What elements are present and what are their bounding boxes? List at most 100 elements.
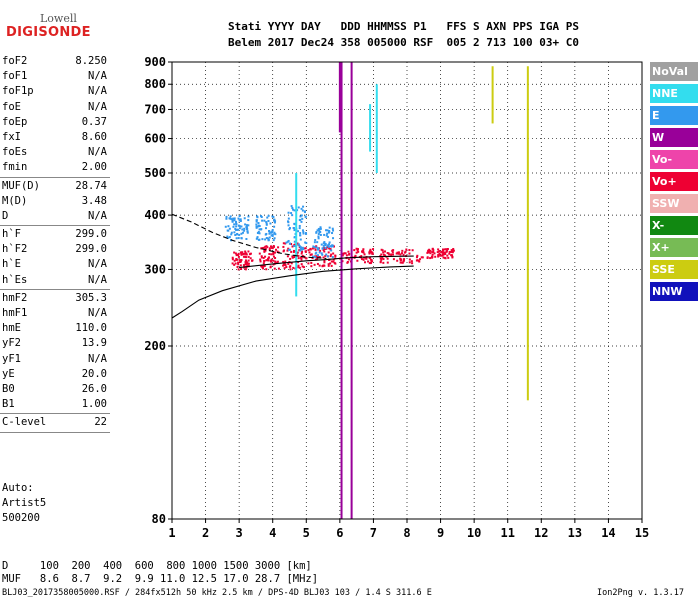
echo-point: [303, 211, 306, 214]
echo-point: [326, 255, 329, 258]
echo-point: [237, 252, 240, 255]
echo-point: [264, 227, 267, 230]
chart-grid: [171, 61, 643, 520]
echo-point: [310, 265, 313, 268]
echo-point: [307, 262, 310, 265]
echo-point: [344, 252, 347, 255]
echo-point: [436, 251, 439, 254]
echo-point: [298, 224, 301, 227]
echo-point: [231, 220, 234, 223]
echo-point: [432, 249, 435, 252]
echo-point: [443, 251, 446, 254]
echo-point: [271, 230, 274, 233]
header-columns: Stati YYYY DAY DDD HHMMSS P1 FFS S AXN P…: [228, 20, 579, 33]
echo-point: [319, 233, 322, 236]
echo-point: [245, 227, 248, 230]
echo-point: [316, 262, 319, 265]
echo-point: [258, 252, 261, 255]
param-value: N/A: [88, 258, 107, 271]
echo-point: [397, 251, 400, 254]
echo-point: [235, 225, 238, 228]
y-tick-label: 400: [144, 208, 166, 222]
param-name: hmF2: [2, 291, 28, 304]
auto-code: 500200: [2, 512, 40, 524]
echo-point: [324, 247, 327, 250]
y-tick-label: 700: [144, 102, 166, 116]
echo-point: [241, 231, 244, 234]
echo-point: [302, 248, 305, 251]
param-row: M(D) 3.48: [0, 194, 110, 209]
echo-point: [225, 217, 228, 220]
echo-point: [239, 218, 242, 221]
echo-point: [298, 218, 301, 221]
echo-point: [332, 260, 335, 263]
param-row: B0 26.0: [0, 382, 110, 397]
echo-point: [230, 233, 233, 236]
echo-point: [357, 250, 360, 253]
param-row: B1 1.00: [0, 397, 110, 412]
echo-point: [439, 254, 442, 257]
echo-point: [318, 251, 321, 254]
echo-point: [431, 253, 434, 256]
y-tick-label: 500: [144, 166, 166, 180]
echo-point: [256, 225, 259, 228]
x-tick-label: 5: [303, 526, 310, 540]
echo-point: [241, 251, 244, 254]
echo-point: [323, 233, 326, 236]
echo-point: [282, 242, 285, 245]
param-name: foF1p: [2, 85, 34, 98]
echo-point: [244, 223, 247, 226]
legend-item: Vo+: [650, 172, 698, 191]
param-value: 110.0: [75, 322, 107, 335]
echo-point: [233, 263, 236, 266]
echo-point: [245, 226, 248, 229]
echo-point: [297, 206, 300, 209]
param-row: fmin 2.00: [0, 160, 110, 175]
param-value: 1.00: [81, 398, 107, 411]
param-value: 299.0: [75, 243, 107, 256]
param-name: fxI: [2, 130, 21, 143]
echo-point: [261, 219, 264, 222]
echo-point: [238, 233, 241, 236]
echo-point: [321, 247, 324, 250]
echo-point: [328, 241, 331, 244]
echo-point: [239, 260, 242, 263]
echo-point: [328, 229, 331, 232]
echo-point: [274, 257, 277, 260]
echo-point: [429, 257, 432, 260]
echo-point: [282, 260, 285, 263]
echo-point: [304, 241, 307, 244]
echo-point: [327, 264, 330, 267]
echo-point: [288, 265, 291, 268]
param-name: B1: [2, 398, 15, 411]
param-name: h`Es: [2, 273, 28, 286]
echo-point: [267, 238, 270, 241]
echo-point: [287, 247, 290, 250]
echo-point: [323, 250, 326, 253]
echo-point: [443, 248, 446, 251]
echo-point: [287, 248, 290, 251]
echo-point: [283, 263, 286, 266]
echo-point: [276, 250, 279, 253]
echo-point: [434, 255, 437, 258]
echo-point: [319, 249, 322, 252]
echo-point: [308, 251, 311, 254]
echo-point: [304, 250, 307, 253]
echo-point: [268, 230, 271, 233]
echo-point: [283, 249, 286, 252]
distance-row: D 100 200 400 600 800 1000 1500 3000 [km…: [2, 560, 312, 572]
echo-point: [354, 254, 357, 257]
echo-point: [387, 252, 390, 255]
echo-point: [327, 245, 330, 248]
legend-item: NoVal: [650, 62, 698, 81]
echo-point: [369, 248, 372, 251]
echo-point: [411, 249, 414, 252]
echo-point: [408, 249, 411, 252]
param-name: foE: [2, 100, 21, 113]
echo-point: [309, 248, 312, 251]
echo-point: [382, 253, 385, 256]
param-row: h`Es N/A: [0, 273, 110, 288]
param-name: MUF(D): [2, 179, 40, 192]
echo-point: [305, 233, 308, 236]
echo-point: [234, 234, 237, 237]
